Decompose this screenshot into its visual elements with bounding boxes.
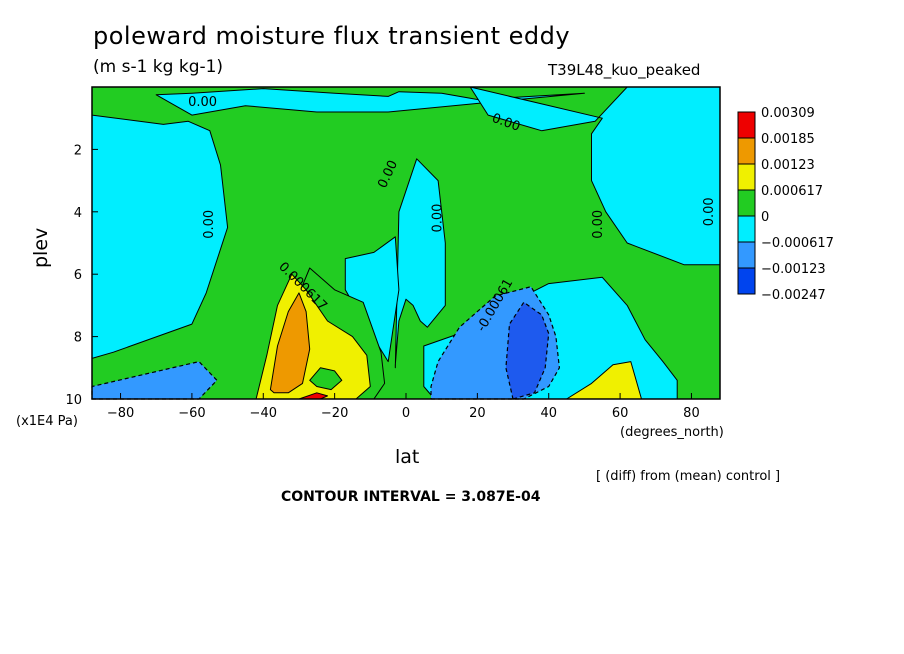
x-tick-label: 20 bbox=[469, 406, 486, 421]
x-tick-label: 0 bbox=[402, 406, 410, 421]
x-tick-label: 60 bbox=[612, 406, 629, 421]
x-tick-label: −60 bbox=[178, 406, 205, 421]
contour-region bbox=[394, 158, 446, 369]
legend-label: 0.00185 bbox=[761, 132, 815, 147]
contour-label: 0.00 bbox=[431, 204, 446, 233]
x-tick-label: −40 bbox=[250, 406, 277, 421]
y-tick-label: 4 bbox=[74, 206, 82, 221]
contour-region bbox=[269, 292, 311, 394]
footnote: [ (diff) from (mean) control ] bbox=[596, 469, 781, 484]
y-tick-label: 2 bbox=[74, 143, 82, 158]
legend-label: 0.00123 bbox=[761, 158, 815, 173]
legend-label: −0.00123 bbox=[761, 262, 826, 277]
x-axis-unit: (degrees_north) bbox=[620, 425, 724, 440]
chart-title: poleward moisture flux transient eddy bbox=[93, 22, 571, 50]
x-tick-label: 40 bbox=[540, 406, 557, 421]
legend-swatch bbox=[737, 163, 756, 191]
legend-label: 0 bbox=[761, 210, 769, 225]
contour-region bbox=[344, 236, 400, 363]
legend-label: −0.000617 bbox=[761, 236, 834, 251]
legend-label: 0.00309 bbox=[761, 106, 815, 121]
chart-units: (m s-1 kg kg-1) bbox=[93, 57, 224, 77]
contour-region bbox=[155, 88, 585, 116]
y-tick-label: 8 bbox=[74, 331, 82, 346]
y-tick-label: 6 bbox=[74, 268, 82, 283]
contour-label: 0.00 bbox=[591, 210, 606, 239]
y-tick-label: 10 bbox=[65, 393, 82, 408]
y-axis-unit: (x1E4 Pa) bbox=[16, 414, 78, 429]
run-label: T39L48_kuo_peaked bbox=[548, 61, 701, 79]
x-tick-label: −80 bbox=[107, 406, 134, 421]
contour-region bbox=[91, 114, 229, 359]
x-axis-label: lat bbox=[395, 446, 420, 468]
legend-label: −0.00247 bbox=[761, 288, 826, 303]
legend-swatch bbox=[737, 241, 756, 269]
legend-swatch bbox=[737, 267, 756, 295]
contour-region bbox=[469, 86, 721, 266]
contour-label: 0.00 bbox=[188, 95, 217, 110]
contour-interval: CONTOUR INTERVAL = 3.087E-04 bbox=[281, 489, 541, 505]
legend-label: 0.000617 bbox=[761, 184, 823, 199]
contour-label: 0.00 bbox=[202, 210, 217, 239]
legend-swatch bbox=[737, 215, 756, 243]
x-tick-label: −20 bbox=[321, 406, 348, 421]
x-tick-label: 80 bbox=[683, 406, 700, 421]
legend-swatch bbox=[737, 111, 756, 139]
legend-swatch bbox=[737, 189, 756, 217]
legend-swatch bbox=[737, 137, 756, 165]
contour-region bbox=[309, 367, 343, 391]
contour-region bbox=[505, 301, 550, 400]
contour-label: 0.00 bbox=[702, 197, 717, 226]
